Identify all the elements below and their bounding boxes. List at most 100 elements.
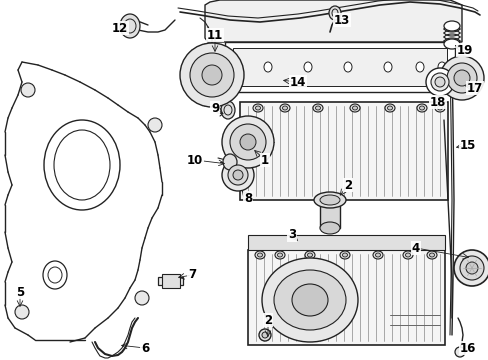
FancyBboxPatch shape [162,274,180,288]
Ellipse shape [234,62,242,72]
Ellipse shape [240,134,256,150]
Text: 9: 9 [210,102,219,114]
Ellipse shape [262,258,357,342]
Ellipse shape [402,251,412,259]
Ellipse shape [223,154,237,170]
Polygon shape [224,42,454,92]
Ellipse shape [254,251,264,259]
Ellipse shape [304,62,311,72]
Ellipse shape [416,104,426,112]
Polygon shape [204,0,461,42]
Ellipse shape [264,62,271,72]
Ellipse shape [419,106,424,110]
Ellipse shape [135,291,149,305]
Ellipse shape [349,104,359,112]
Ellipse shape [434,77,444,87]
Text: 8: 8 [244,192,252,204]
Ellipse shape [277,253,282,257]
Ellipse shape [312,104,323,112]
Ellipse shape [291,284,327,316]
Ellipse shape [384,104,394,112]
Text: 16: 16 [459,342,475,355]
Ellipse shape [232,170,243,180]
Ellipse shape [339,251,349,259]
Text: 5: 5 [16,285,24,298]
Ellipse shape [439,56,483,100]
Ellipse shape [180,43,244,107]
Ellipse shape [343,62,351,72]
Ellipse shape [44,120,120,210]
Ellipse shape [120,14,140,38]
Ellipse shape [315,106,320,110]
Ellipse shape [459,256,483,280]
Ellipse shape [453,250,488,286]
Ellipse shape [262,332,267,338]
Polygon shape [240,102,447,200]
Ellipse shape [430,73,448,91]
Ellipse shape [148,118,162,132]
Polygon shape [232,48,446,86]
Ellipse shape [415,62,423,72]
Ellipse shape [190,53,234,97]
Ellipse shape [252,104,263,112]
Text: 15: 15 [459,139,475,152]
Ellipse shape [273,270,346,330]
Ellipse shape [465,262,477,274]
Ellipse shape [259,329,270,341]
Ellipse shape [383,62,391,72]
Ellipse shape [255,106,260,110]
Text: 19: 19 [456,44,472,57]
Ellipse shape [426,251,436,259]
Text: 10: 10 [186,153,203,166]
Ellipse shape [443,39,459,49]
Ellipse shape [446,63,476,93]
Text: 17: 17 [466,81,482,95]
Ellipse shape [43,261,67,289]
Ellipse shape [282,106,287,110]
Ellipse shape [328,6,340,20]
Ellipse shape [352,106,357,110]
Ellipse shape [313,192,346,208]
Ellipse shape [453,70,469,86]
Ellipse shape [386,106,392,110]
Polygon shape [247,250,444,345]
Ellipse shape [15,305,29,319]
Ellipse shape [454,347,464,357]
Ellipse shape [305,251,314,259]
Ellipse shape [375,253,380,257]
Ellipse shape [222,116,273,168]
Text: 1: 1 [261,153,268,166]
Ellipse shape [437,106,442,110]
Ellipse shape [319,222,339,234]
Ellipse shape [274,251,285,259]
Text: 14: 14 [289,76,305,89]
Polygon shape [319,200,339,228]
Ellipse shape [425,68,453,96]
Text: 13: 13 [333,14,349,27]
Ellipse shape [202,65,222,85]
Polygon shape [247,235,444,250]
Ellipse shape [405,253,409,257]
Text: 11: 11 [206,28,223,41]
Ellipse shape [222,159,253,191]
Ellipse shape [443,21,459,31]
Text: 18: 18 [429,95,445,108]
Ellipse shape [428,253,434,257]
Text: 4: 4 [411,242,419,255]
Ellipse shape [372,251,382,259]
Ellipse shape [227,165,247,185]
Ellipse shape [21,83,35,97]
Ellipse shape [437,62,445,72]
Ellipse shape [280,104,289,112]
Text: 2: 2 [264,314,271,327]
Text: 12: 12 [112,22,128,35]
Ellipse shape [257,253,262,257]
Text: 7: 7 [187,269,196,282]
Ellipse shape [342,253,347,257]
Text: 2: 2 [343,179,351,192]
Ellipse shape [307,253,312,257]
Ellipse shape [221,101,235,119]
FancyBboxPatch shape [158,277,183,285]
Text: 3: 3 [287,229,295,242]
Ellipse shape [319,195,339,205]
